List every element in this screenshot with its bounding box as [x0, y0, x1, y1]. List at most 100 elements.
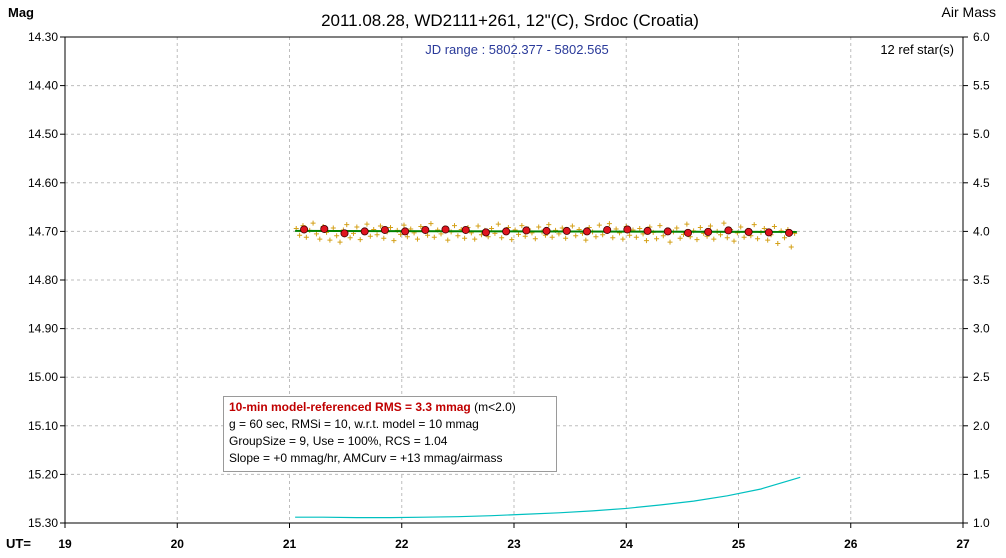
binned-data-point: [683, 228, 692, 237]
raw-data-point: [674, 225, 680, 231]
y-tick-label: 14.60: [28, 176, 58, 190]
binned-data-point: [300, 225, 309, 234]
binned-data-point: [785, 228, 794, 237]
raw-data-point: [377, 223, 383, 229]
binned-data-point: [603, 225, 612, 234]
raw-data-point: [707, 223, 713, 229]
binned-data-point: [340, 229, 349, 238]
raw-data-point: [327, 237, 333, 243]
y-tick-label: 14.50: [28, 127, 58, 141]
raw-data-point: [297, 232, 303, 238]
raw-data-point: [495, 221, 501, 227]
raw-data-point: [536, 224, 542, 230]
binned-data-point: [764, 228, 773, 237]
stats-info-box: 10-min model-referenced RMS = 3.3 mmag (…: [223, 396, 557, 472]
info-line-4: Slope = +0 mmag/hr, AMCurv = +13 mmag/ai…: [229, 451, 503, 465]
raw-data-point: [381, 235, 387, 241]
y-tick-label: 14.80: [28, 273, 58, 287]
raw-data-point: [414, 236, 420, 242]
binned-data-point: [542, 226, 551, 235]
info-line-2: g = 60 sec, RMSi = 10, w.r.t. model = 10…: [229, 417, 479, 431]
raw-data-point: [633, 234, 639, 240]
y-tick-label: 14.40: [28, 79, 58, 93]
y2-tick-label: 5.5: [973, 79, 990, 93]
raw-data-point: [643, 238, 649, 244]
raw-data-point: [559, 225, 565, 231]
binned-data-point: [582, 227, 591, 236]
y-tick-label: 15.10: [28, 419, 58, 433]
raw-data-point: [569, 223, 575, 229]
y-tick-label: 15.30: [28, 516, 58, 530]
raw-data-point: [532, 236, 538, 242]
raw-data-point: [654, 236, 660, 242]
binned-data-point: [421, 225, 430, 234]
raw-data-point: [404, 234, 410, 240]
y2-tick-label: 3.0: [973, 322, 990, 336]
raw-data-point: [606, 221, 612, 227]
raw-data-point: [600, 232, 606, 238]
raw-data-point: [303, 234, 309, 240]
x-tick-label: 26: [844, 537, 858, 551]
raw-data-point: [637, 225, 643, 231]
raw-data-point: [731, 238, 737, 244]
binned-data-point: [704, 227, 713, 236]
raw-data-point: [425, 232, 431, 238]
y2-tick-label: 1.5: [973, 467, 990, 481]
rms-condition: (m<2.0): [470, 400, 516, 414]
raw-data-point: [657, 223, 663, 229]
y2-tick-label: 5.0: [973, 127, 990, 141]
binned-data-point: [522, 226, 531, 235]
grid-lines: [65, 37, 963, 523]
raw-data-point: [549, 234, 555, 240]
x-tick-label: 23: [507, 537, 521, 551]
raw-data-point: [771, 224, 777, 230]
raw-data-point: [391, 238, 397, 244]
y2-tick-label: 2.0: [973, 419, 990, 433]
raw-data-point: [367, 233, 373, 239]
raw-data-point: [755, 236, 761, 242]
binned-data-point: [562, 226, 571, 235]
raw-data-point: [499, 235, 505, 241]
raw-data-point: [761, 225, 767, 231]
raw-data-point: [573, 233, 579, 239]
raw-data-point: [546, 222, 552, 228]
raw-data-point: [721, 220, 727, 226]
y2-tick-label: 4.0: [973, 224, 990, 238]
raw-data-point: [334, 233, 340, 239]
binned-data-point: [744, 227, 753, 236]
raw-data-point: [509, 237, 515, 243]
y2-tick-label: 2.5: [973, 370, 990, 384]
raw-data-point: [718, 232, 724, 238]
raw-data-point: [627, 232, 633, 238]
raw-data-point: [428, 221, 434, 227]
chart-title: 2011.08.28, WD2111+261, 12"(C), Srdoc (C…: [321, 11, 699, 30]
raw-data-point: [741, 234, 747, 240]
y-tick-label: 14.70: [28, 224, 58, 238]
raw-data-point: [775, 241, 781, 247]
x-tick-label: 20: [171, 537, 185, 551]
binned-data-point: [643, 226, 652, 235]
raw-data-point: [788, 244, 794, 250]
rms-highlight: 10-min model-referenced RMS = 3.3 mmag: [229, 400, 471, 414]
y-tick-label: 14.90: [28, 322, 58, 336]
raw-data-point: [610, 235, 616, 241]
raw-data-point: [515, 231, 521, 237]
raw-data-point: [337, 239, 343, 245]
raw-data-point: [354, 224, 360, 230]
x-tick-label: 22: [395, 537, 409, 551]
airmass-curve: [295, 476, 801, 519]
raw-data-point: [330, 225, 336, 231]
raw-data-point: [697, 225, 703, 231]
raw-data-point: [563, 235, 569, 241]
binned-data-point: [623, 225, 632, 234]
binned-data-point: [724, 226, 733, 235]
raw-data-point: [401, 222, 407, 228]
binned-data-point: [663, 227, 672, 236]
y-tick-label: 15.00: [28, 370, 58, 384]
y-tick-label: 14.30: [28, 30, 58, 44]
raw-data-point: [313, 231, 319, 237]
raw-data-point: [347, 235, 353, 241]
raw-data-point: [364, 221, 370, 227]
raw-data-point: [667, 239, 673, 245]
raw-data-point: [472, 236, 478, 242]
